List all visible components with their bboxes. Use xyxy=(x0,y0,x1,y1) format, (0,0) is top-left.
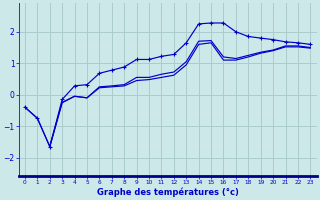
X-axis label: Graphe des températures (°c): Graphe des températures (°c) xyxy=(97,187,239,197)
